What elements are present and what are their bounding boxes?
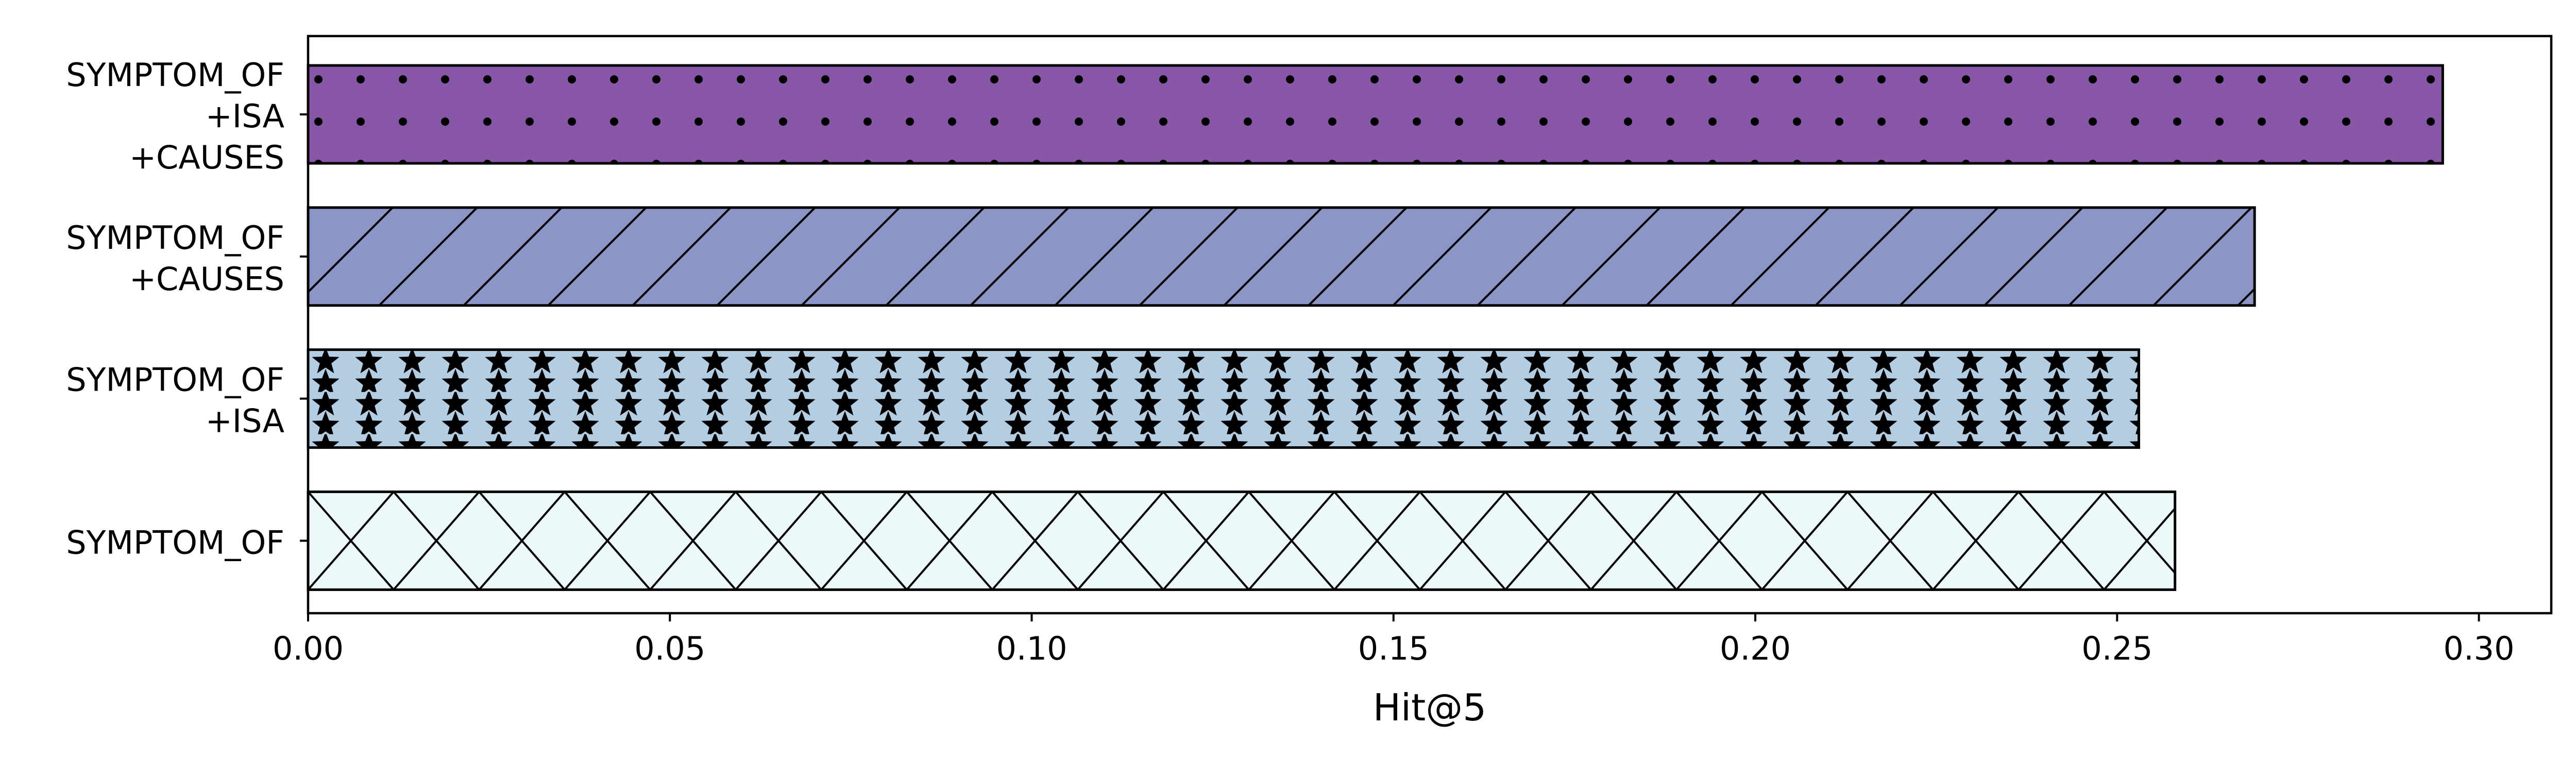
x-tick-label: 0.25 bbox=[2081, 630, 2153, 667]
category-label-line: SYMPTOM_OF bbox=[66, 361, 284, 399]
plot-frame bbox=[307, 35, 2553, 615]
category-label: SYMPTOM_OF +ISA +CAUSES bbox=[66, 56, 284, 176]
category-label-line: SYMPTOM_OF bbox=[66, 56, 284, 94]
x-tick-label: 0.15 bbox=[1358, 630, 1429, 667]
bar-4 bbox=[307, 490, 2177, 591]
category-label: SYMPTOM_OF +ISA bbox=[66, 361, 284, 440]
x-tick-label: 0.05 bbox=[634, 630, 705, 667]
x-tick-label: 0.30 bbox=[2444, 630, 2515, 667]
category-label-line: +ISA bbox=[206, 402, 284, 440]
category-label-line: SYMPTOM_OF bbox=[66, 524, 284, 561]
category-label: SYMPTOM_OF bbox=[66, 524, 284, 561]
category-label-line: +CAUSES bbox=[129, 260, 284, 298]
x-axis-label: Hit@5 bbox=[1373, 686, 1486, 729]
x-tick-label: 0.10 bbox=[996, 630, 1067, 667]
category-label: SYMPTOM_OF +CAUSES bbox=[66, 219, 284, 298]
x-tick-label: 0.00 bbox=[273, 630, 344, 667]
bar-3 bbox=[307, 348, 2140, 449]
category-label-line: +CAUSES bbox=[129, 139, 284, 176]
bar-2 bbox=[307, 206, 2256, 307]
bar-1 bbox=[307, 64, 2444, 165]
x-ticks-layer: 0.00 0.05 0.10 0.15 0.20 0.25 0.30 bbox=[273, 113, 2515, 667]
bars-layer bbox=[307, 64, 2444, 591]
category-label-line: +ISA bbox=[206, 97, 284, 135]
x-tick-label: 0.20 bbox=[1720, 630, 1791, 667]
category-label-line: SYMPTOM_OF bbox=[66, 219, 284, 257]
